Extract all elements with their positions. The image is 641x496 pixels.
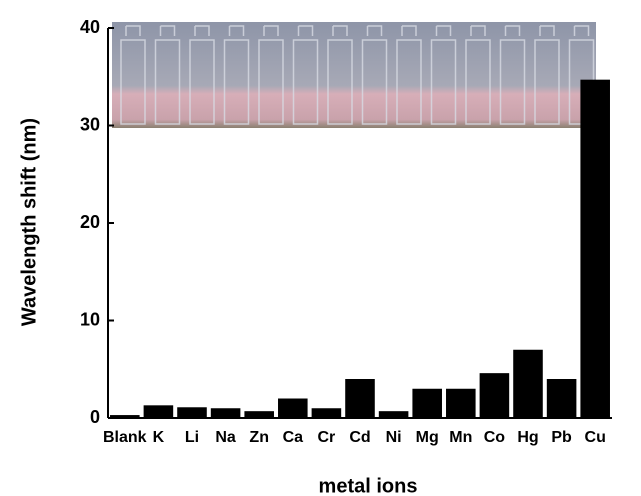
vial: [154, 25, 181, 125]
bar: [345, 379, 375, 418]
x-tick-label: Blank: [103, 429, 147, 446]
vial: [258, 25, 284, 125]
x-tick-label: Mn: [449, 429, 472, 446]
bar: [412, 388, 442, 418]
x-tick-label: Hg: [517, 429, 538, 446]
vial: [120, 25, 146, 125]
vial: [534, 25, 560, 125]
x-tick-label: Ca: [283, 429, 304, 446]
x-tick-label: K: [153, 429, 165, 446]
y-tick-label: 20: [80, 212, 100, 232]
vial: [396, 25, 422, 125]
x-tick-label: Cd: [349, 429, 370, 446]
bar: [244, 411, 274, 418]
y-tick-label: 30: [80, 114, 100, 134]
vial: [223, 25, 250, 125]
vial: [189, 25, 215, 125]
y-axis-label: Wavelength shift (nm): [18, 118, 40, 326]
x-axis-label: metal ions: [319, 475, 418, 496]
bar: [110, 415, 140, 418]
bar: [278, 398, 308, 418]
bar: [479, 373, 510, 418]
vial: [430, 25, 457, 125]
x-tick-label: Li: [185, 429, 199, 446]
bar: [546, 379, 577, 418]
x-tick-label: Co: [484, 429, 506, 446]
bar: [378, 411, 409, 418]
bar: [513, 349, 543, 418]
bar: [143, 405, 174, 418]
bar: [580, 79, 610, 419]
bar: [177, 407, 207, 418]
vial: [499, 25, 526, 125]
x-tick-label: Pb: [551, 429, 572, 446]
vial: [327, 25, 353, 125]
x-tick-label: Zn: [249, 429, 269, 446]
y-tick-label: 40: [80, 17, 100, 37]
y-tick-label: 0: [90, 407, 100, 427]
x-tick-label: Ni: [386, 429, 402, 446]
bar: [446, 388, 476, 418]
x-tick-label: Mg: [416, 429, 439, 446]
y-tick-label: 10: [80, 309, 100, 329]
x-tick-label: Cr: [318, 429, 336, 446]
bar: [311, 408, 342, 418]
x-tick-label: Na: [215, 429, 236, 446]
vial: [292, 25, 319, 125]
vial-photo: [112, 22, 596, 128]
bar: [210, 408, 241, 418]
vial: [361, 25, 388, 125]
vial: [465, 25, 491, 125]
x-tick-label: Cu: [585, 429, 606, 446]
